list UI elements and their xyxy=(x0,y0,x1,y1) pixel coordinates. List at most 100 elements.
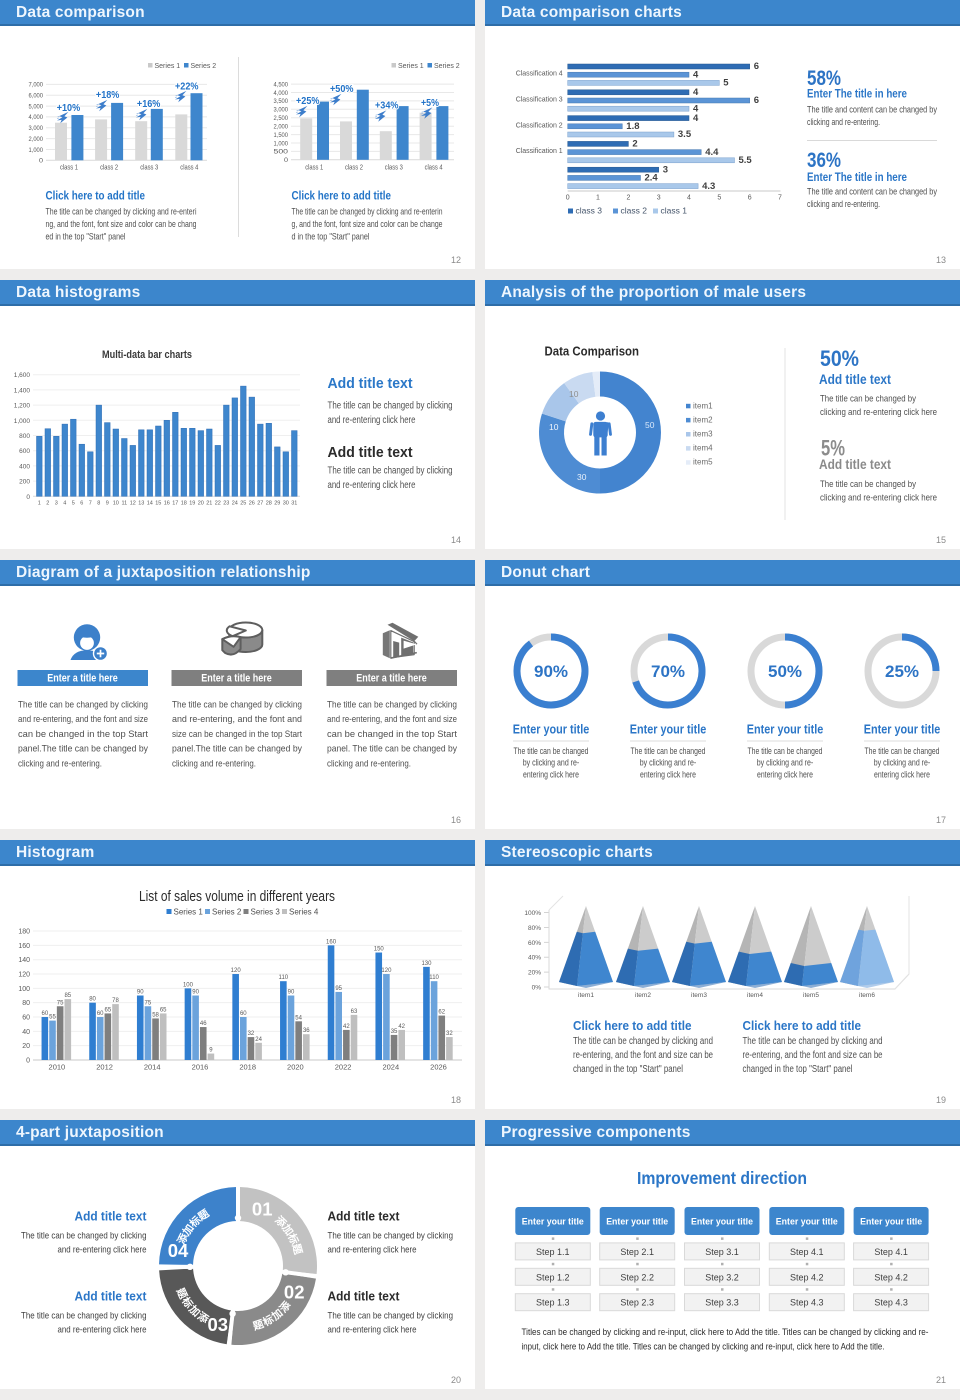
svg-text:item3: item3 xyxy=(693,430,713,439)
svg-text:can be changed in the top Star: can be changed in the top Start xyxy=(18,729,148,740)
svg-text:2012: 2012 xyxy=(96,1063,113,1072)
svg-text:3,000: 3,000 xyxy=(29,125,44,132)
svg-text:Step 2.3: Step 2.3 xyxy=(620,1298,654,1308)
svg-text:Enter your title: Enter your title xyxy=(776,1217,838,1228)
svg-text:clicking and re-entering.: clicking and re-entering. xyxy=(172,758,256,769)
svg-text:The title can be changed: The title can be changed xyxy=(514,746,589,756)
svg-text:26: 26 xyxy=(249,501,255,507)
svg-text:28: 28 xyxy=(266,501,272,507)
svg-text:Enter your title: Enter your title xyxy=(747,723,824,737)
svg-text:2: 2 xyxy=(46,501,49,507)
svg-text:46: 46 xyxy=(200,1021,207,1027)
svg-text:panel. The title can be change: panel. The title can be changed by xyxy=(327,744,457,755)
svg-text:5: 5 xyxy=(72,501,75,507)
svg-text:55: 55 xyxy=(49,1015,56,1021)
svg-text:changed in the top "Start" pan: changed in the top "Start" panel xyxy=(573,1064,683,1075)
svg-text:85: 85 xyxy=(64,993,71,999)
svg-text:item5: item5 xyxy=(803,992,819,999)
svg-text:item4: item4 xyxy=(693,444,713,453)
svg-text:Enter a title here: Enter a title here xyxy=(356,673,427,685)
svg-text:class 3: class 3 xyxy=(140,163,158,172)
svg-text:6,000: 6,000 xyxy=(29,93,44,100)
svg-text:6: 6 xyxy=(748,195,752,202)
svg-text:31: 31 xyxy=(291,501,297,507)
svg-text:0: 0 xyxy=(26,1058,30,1065)
svg-text:Enter your title: Enter your title xyxy=(522,1217,584,1228)
svg-text:Step 1.2: Step 1.2 xyxy=(536,1272,570,1282)
svg-text:and re-entering click here: and re-entering click here xyxy=(328,480,416,491)
svg-text:120: 120 xyxy=(231,968,242,974)
svg-text:Step 4.2: Step 4.2 xyxy=(874,1272,908,1282)
svg-text:Enter your title: Enter your title xyxy=(513,723,590,737)
svg-text:4,000: 4,000 xyxy=(29,114,44,121)
svg-text:36%: 36% xyxy=(807,149,841,172)
svg-text:clicking and re-entering.: clicking and re-entering. xyxy=(807,199,880,209)
svg-text:90: 90 xyxy=(192,990,199,996)
svg-text:30: 30 xyxy=(283,501,289,507)
svg-text:50%: 50% xyxy=(768,662,802,681)
svg-text:Series 1: Series 1 xyxy=(398,63,424,70)
svg-text:Improvement direction: Improvement direction xyxy=(637,1168,807,1188)
svg-text:class 1: class 1 xyxy=(60,163,78,172)
svg-text:95: 95 xyxy=(335,986,342,992)
svg-text:110: 110 xyxy=(429,975,439,981)
svg-text:400: 400 xyxy=(19,463,30,470)
svg-text:The title can be changed by cl: The title can be changed by clicking xyxy=(21,1231,147,1242)
svg-text:+10%: +10% xyxy=(57,102,81,114)
svg-text:Multi-data bar charts: Multi-data bar charts xyxy=(102,349,192,361)
svg-text:class 1: class 1 xyxy=(305,163,323,172)
svg-text:0%: 0% xyxy=(532,985,542,992)
svg-text:130: 130 xyxy=(421,961,432,967)
svg-text:5: 5 xyxy=(717,195,721,202)
svg-text:5: 5 xyxy=(723,78,729,89)
svg-text:3,000: 3,000 xyxy=(274,107,289,114)
svg-text:The title can be changed by cl: The title can be changed by clicking xyxy=(328,401,453,412)
svg-text:题: 题 xyxy=(289,1242,304,1256)
svg-text:and re-entering click here: and re-entering click here xyxy=(58,1325,147,1336)
svg-text:200: 200 xyxy=(19,479,30,486)
svg-text:Classification 1: Classification 1 xyxy=(516,146,563,155)
svg-text:+50%: +50% xyxy=(330,83,354,95)
svg-text:Enter your title: Enter your title xyxy=(630,723,707,737)
svg-text:clicking and re-entering.: clicking and re-entering. xyxy=(807,117,880,127)
svg-text:clicking and re-entering.: clicking and re-entering. xyxy=(327,758,411,769)
svg-text:4: 4 xyxy=(693,69,699,80)
svg-text:2024: 2024 xyxy=(382,1063,399,1072)
svg-text:Step 2.2: Step 2.2 xyxy=(620,1272,654,1282)
svg-text:Enter your title: Enter your title xyxy=(606,1217,668,1228)
svg-text:class 2: class 2 xyxy=(621,206,648,216)
svg-text:+5%: +5% xyxy=(421,97,440,109)
svg-text:20: 20 xyxy=(198,501,204,507)
svg-text:600: 600 xyxy=(19,448,30,455)
svg-text:4.3: 4.3 xyxy=(702,181,715,192)
svg-text:25: 25 xyxy=(240,501,246,507)
svg-text:and re-entering click here: and re-entering click here xyxy=(328,1245,417,1256)
svg-text:36: 36 xyxy=(303,1028,310,1034)
svg-text:2: 2 xyxy=(626,195,630,202)
svg-text:7,000: 7,000 xyxy=(29,82,44,89)
svg-text:input, click here to Add the t: input, click here to Add the title. Titl… xyxy=(522,1342,885,1353)
svg-text:item4: item4 xyxy=(747,992,763,999)
svg-text:Add title text: Add title text xyxy=(328,1209,401,1224)
svg-text:The title can be changed by: The title can be changed by xyxy=(820,479,916,490)
svg-text:32: 32 xyxy=(446,1031,453,1037)
svg-text:4: 4 xyxy=(693,87,699,98)
svg-text:class 1: class 1 xyxy=(661,206,688,216)
svg-text:Click here to add title: Click here to add title xyxy=(573,1018,692,1033)
svg-text:Add title text: Add title text xyxy=(819,456,891,472)
svg-text:3: 3 xyxy=(663,164,668,175)
svg-text:4: 4 xyxy=(693,113,699,124)
svg-text:Series 4: Series 4 xyxy=(289,908,319,917)
svg-text:Click here to add title: Click here to add title xyxy=(743,1018,862,1033)
svg-text:2022: 2022 xyxy=(335,1063,352,1072)
svg-text:63: 63 xyxy=(351,1009,358,1015)
svg-text:1,400: 1,400 xyxy=(14,387,31,394)
svg-text:Step 4.2: Step 4.2 xyxy=(790,1272,824,1282)
svg-text:Classification 4: Classification 4 xyxy=(516,69,563,78)
svg-text:Enter The title in here: Enter The title in here xyxy=(807,170,907,184)
svg-text:3,500: 3,500 xyxy=(274,98,289,105)
svg-text:50%: 50% xyxy=(820,346,859,371)
svg-text:class 3: class 3 xyxy=(385,163,403,172)
svg-text:22: 22 xyxy=(215,501,221,507)
svg-text:8: 8 xyxy=(97,501,100,507)
